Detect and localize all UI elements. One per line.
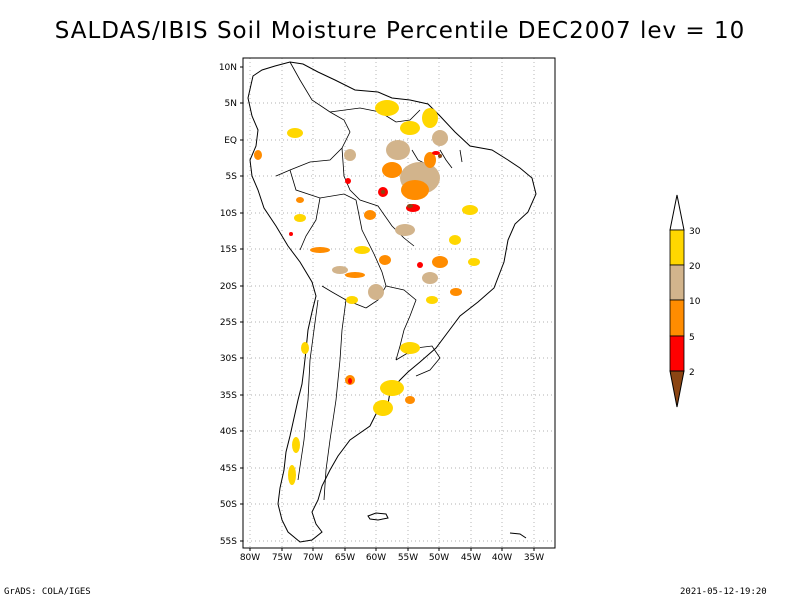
legend-level-label: 30 (689, 227, 701, 237)
percentile-patch (438, 154, 442, 158)
lat-tick-label: 15S (220, 245, 237, 255)
map-title: SALDAS/IBIS Soil Moisture Percentile DEC… (54, 18, 746, 44)
lat-tick-label: 55S (220, 537, 237, 547)
percentile-patch (432, 256, 448, 268)
percentile-patch (379, 255, 391, 265)
lon-tick-label: 45W (461, 553, 481, 563)
graticule-grid (243, 58, 555, 548)
percentile-patch (287, 128, 303, 138)
lon-tick-label: 80W (240, 553, 260, 563)
percentile-patch (310, 247, 330, 253)
lon-tick-label: 40W (492, 553, 512, 563)
percentile-patch (462, 205, 478, 215)
percentile-patch (345, 178, 351, 184)
legend-swatch (669, 299, 685, 337)
percentile-patch (288, 465, 296, 485)
percentile-patch (292, 437, 300, 453)
lat-tick-label: 50S (220, 500, 237, 510)
percentile-patch (468, 258, 480, 266)
legend-swatch (669, 335, 685, 372)
latitude-axis: 10N 5N EQ 5S 10S 15S 20S 25S 30S 35S 40S 45S 50S 55S (219, 63, 243, 547)
falkland-islands (367, 512, 389, 521)
legend-level-label: 10 (689, 297, 701, 307)
lat-tick-label: 25S (220, 318, 237, 328)
percentile-patch (254, 150, 262, 160)
percentile-patch (424, 152, 436, 168)
percentile-patch (400, 342, 420, 354)
lon-tick-label: 65W (335, 553, 355, 563)
legend-level-label: 20 (689, 262, 701, 272)
country-borders (275, 61, 463, 501)
lon-tick-label: 55W (398, 553, 418, 563)
percentile-patch (426, 296, 438, 304)
percentile-patch (449, 235, 461, 245)
percentile-patch (395, 224, 415, 236)
percentile-patch (301, 342, 309, 354)
lat-tick-label: 20S (220, 282, 237, 292)
legend-cap-above (669, 194, 685, 231)
percentile-patch (417, 262, 423, 268)
percentile-patch (401, 180, 429, 200)
percentile-patch (289, 232, 293, 236)
percentile-patch (354, 246, 370, 254)
percentile-patch (380, 380, 404, 396)
lat-tick-label: 40S (220, 427, 237, 437)
percentile-patch (344, 149, 356, 161)
lat-tick-label: 10S (220, 209, 237, 219)
legend-swatch (669, 229, 685, 266)
percentile-patches (254, 100, 480, 485)
south-georgia (509, 532, 527, 539)
longitude-axis: 80W 75W 70W 65W 60W 55W 50W 45W 40W 35W (240, 548, 544, 563)
lat-tick-label: 45S (220, 464, 237, 474)
percentile-patch (332, 266, 348, 274)
lon-tick-label: 35W (524, 553, 544, 563)
footer-timestamp: 2021-05-12-19:20 (680, 587, 767, 597)
lat-tick-label: EQ (224, 136, 237, 146)
percentile-patch (296, 197, 304, 203)
lat-tick-label: 35S (220, 391, 237, 401)
legend-level-label: 5 (689, 333, 695, 343)
percentile-patch (382, 162, 402, 178)
lat-tick-label: 10N (219, 63, 237, 73)
percentile-patch (381, 190, 385, 194)
percentile-patch (386, 140, 410, 160)
legend-cap-below (669, 370, 685, 408)
percentile-patch (422, 108, 438, 128)
lat-tick-label: 30S (220, 354, 237, 364)
percentile-patch (345, 272, 365, 278)
percentile-patch (348, 378, 352, 384)
lon-tick-label: 75W (272, 553, 292, 563)
legend-swatch (669, 264, 685, 301)
percentile-patch (432, 130, 448, 146)
legend-level-label: 2 (689, 368, 695, 378)
percentile-patch (375, 100, 399, 116)
percentile-patch (364, 210, 376, 220)
percentile-patch (432, 151, 440, 155)
percentile-patch (368, 284, 384, 300)
lat-tick-label: 5S (226, 172, 238, 182)
lon-tick-label: 50W (429, 553, 449, 563)
percentile-patch (450, 288, 462, 296)
percentile-patch (405, 396, 415, 404)
percentile-patch (400, 121, 420, 135)
lon-tick-label: 70W (303, 553, 323, 563)
percentile-patch (346, 296, 358, 304)
footer-credit: GrADS: COLA/IGES (4, 587, 91, 597)
percentile-patch (422, 272, 438, 284)
percentile-patch (373, 400, 393, 416)
map-frame (242, 57, 556, 549)
lat-tick-label: 5N (225, 99, 237, 109)
lon-tick-label: 60W (366, 553, 386, 563)
south-america-coastline (247, 61, 537, 543)
percentile-patch (294, 214, 306, 222)
percentile-patch (407, 204, 413, 208)
color-legend: 30 20 10 5 2 (669, 194, 701, 408)
